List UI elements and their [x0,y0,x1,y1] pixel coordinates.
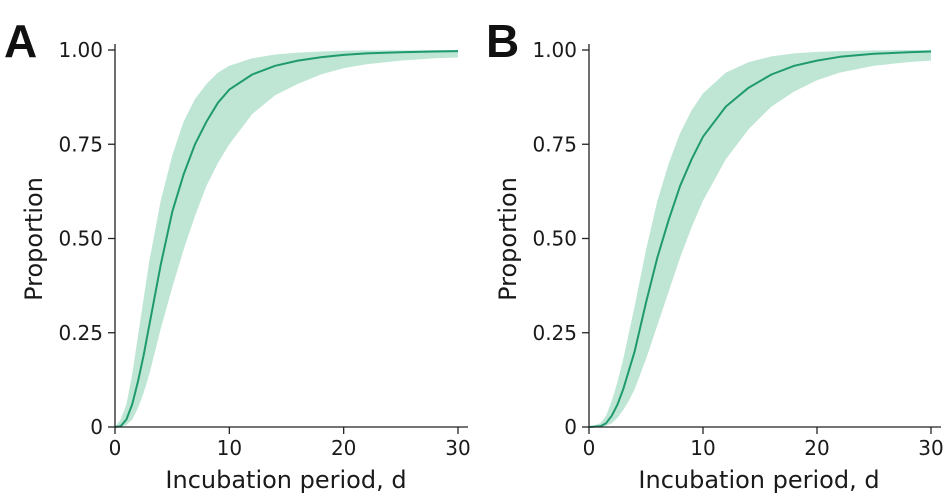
panel-b-letter: B [486,15,519,67]
panel-b-median-line [588,50,932,428]
panel-a-y-tick-label: 0.25 [58,321,103,345]
panel-a-plot-area: 0 0.25 0.50 0.75 1.00 0 10 20 30 [58,38,470,460]
panel-b-x-tick-label: 0 [583,436,596,460]
panel-b-x-tick-label: 20 [804,436,829,460]
panel-a-y-axis-label: Proportion [20,177,48,301]
panel-b-y-tick-label: 1.00 [532,38,577,62]
panel-a-median-line [114,50,459,428]
panel-b: B Proportion Incubation period, d 00.250… [486,15,944,494]
panel-b-plot-area: 0 0.25 0.50 0.75 1.00 0 10 20 30 [532,38,943,460]
panel-a-confidence-band [115,50,458,427]
panel-a-y-tick-label: 0.50 [58,227,103,251]
panel-b-x-tick-label: 30 [918,436,943,460]
panel-b-y-tick-label: 0.50 [532,227,577,251]
panel-b-x-axis-label: Incubation period, d [638,466,879,494]
panel-b-x-tick-label: 10 [690,436,715,460]
panel-a-y-tick-label: 0 [90,415,103,439]
panel-b-confidence-band [589,50,931,427]
panel-b-y-tick-label: 0.25 [532,321,577,345]
panel-a-x-axis-label: Incubation period, d [165,466,406,494]
panel-a: A Proportion Incubation period, d 00.250… [4,15,471,494]
panel-a-x-tick-label: 20 [331,436,356,460]
panel-a-x-tick-label: 0 [109,436,122,460]
panel-a-letter: A [4,15,37,67]
panel-a-y-tick-label: 0.75 [58,132,103,156]
panel-a-x-tick-label: 10 [217,436,242,460]
panel-b-y-tick-label: 0 [564,415,577,439]
panel-a-y-tick-label: 1.00 [58,38,103,62]
panel-b-y-axis-label: Proportion [494,177,522,301]
panel-a-x-tick-label: 30 [445,436,470,460]
panel-b-y-tick-label: 0.75 [532,132,577,156]
